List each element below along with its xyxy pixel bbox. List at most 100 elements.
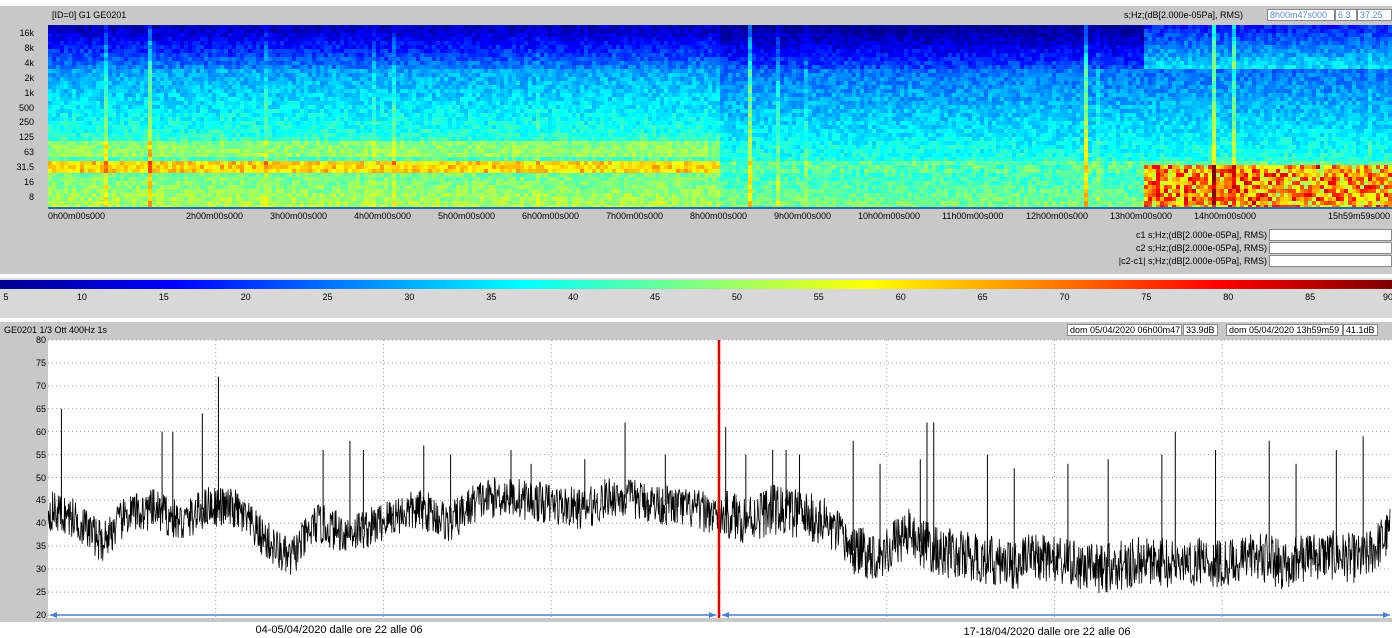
spectrogram-cell (432, 53, 436, 57)
spectrogram-cell (196, 109, 200, 113)
spectrogram-cell (436, 137, 440, 141)
spectrogram-cell (296, 93, 300, 97)
spectrogram-cell (464, 109, 468, 113)
spectrogram-cell (456, 137, 460, 141)
spectrogram-cell (424, 33, 428, 37)
spectrogram-cell (184, 109, 188, 113)
spectrogram-cell (228, 33, 232, 37)
spectrogram-cell (244, 125, 248, 129)
spectrogram-cell (420, 89, 424, 93)
cursor-value2-box[interactable]: 37.25 (1357, 9, 1392, 21)
spectrogram-cell (392, 129, 396, 133)
spectrogram-cell (60, 137, 64, 141)
spectrogram-cell (160, 41, 164, 45)
spectrogram-cell (428, 121, 432, 125)
spectrogram-cell (384, 141, 388, 145)
spectrogram-cell (348, 153, 352, 157)
spectrogram-cell (256, 105, 260, 109)
spectrogram-cell (476, 165, 480, 169)
spectrogram-cell (120, 125, 124, 129)
spectrogram-cell (352, 105, 356, 109)
spectrogram-cell (244, 105, 248, 109)
spectrogram-cell (448, 81, 452, 85)
spectrogram-cell (372, 93, 376, 97)
spectrogram-cell (336, 189, 340, 193)
spectrogram-cell (324, 25, 328, 29)
spectrogram-cell (284, 81, 288, 85)
spectrogram-cell (248, 101, 252, 105)
spectrogram-cell (228, 201, 232, 205)
spectrogram-cell (296, 49, 300, 53)
spectrogram-plot[interactable] (48, 25, 1392, 209)
spectrogram-cell (328, 189, 332, 193)
spectrogram-cell (100, 69, 104, 73)
spectrogram-cell (236, 57, 240, 61)
spectrogram-cell (152, 153, 156, 157)
spectrogram-cell (424, 101, 428, 105)
spectrogram-cell (300, 73, 304, 77)
spectrogram-cell (208, 141, 212, 145)
spectrogram-cell (108, 105, 112, 109)
spectrogram-cell (212, 117, 216, 121)
spectrogram-cell (280, 113, 284, 117)
spectrogram-cell (176, 149, 180, 153)
spectrogram-cell (380, 97, 384, 101)
spectrogram-cell (232, 89, 236, 93)
spectrogram-cell (296, 37, 300, 41)
cursor-value1-box[interactable]: 6.3 (1335, 9, 1357, 21)
spectrogram-cell (432, 89, 436, 93)
spectrogram-cell (232, 53, 236, 57)
spectrogram-cell (108, 185, 112, 189)
spectrogram-cell (92, 173, 96, 177)
spectrogram-cell (264, 89, 268, 93)
spectrogram-cell (456, 33, 460, 37)
spectrogram-cell (400, 181, 404, 185)
spectrogram-cell (456, 53, 460, 57)
spectrogram-cell (388, 81, 392, 85)
spectrogram-cell (292, 37, 296, 41)
spectrogram-cell (236, 201, 240, 205)
spectrogram-cell (308, 69, 312, 73)
spectrogram-cell (348, 65, 352, 69)
spectrogram-cell (344, 57, 348, 61)
spectrogram-cell (64, 97, 68, 101)
spectrogram-cell (108, 65, 112, 69)
spectrogram-cell (64, 25, 68, 29)
spectrogram-cell (376, 29, 380, 33)
spectrogram-cell (288, 89, 292, 93)
cursor-time-box[interactable]: 8h00m47s000 (1267, 9, 1335, 21)
spectrogram-cell (376, 77, 380, 81)
spectrogram-cell (176, 77, 180, 81)
spectrogram-cell (100, 177, 104, 181)
spectrogram-cell (248, 53, 252, 57)
spectrogram-cell (164, 49, 168, 53)
spectrogram-cell (216, 33, 220, 37)
spectrogram-cell (72, 53, 76, 57)
spectrogram-cell (224, 121, 228, 125)
spectrogram-cell (392, 89, 396, 93)
spectrogram-cell (84, 37, 88, 41)
spectrogram-cell (452, 177, 456, 181)
spectrogram-cell (404, 97, 408, 101)
spectrogram-cell (208, 157, 212, 161)
spectrogram-cell (408, 61, 412, 65)
spectrogram-cell (300, 25, 304, 29)
spectrogram-cell (404, 189, 408, 193)
spectrogram-cell (292, 49, 296, 53)
spectrogram-cell (460, 173, 464, 177)
spectrogram-cell (420, 157, 424, 161)
spectrogram-cell (428, 129, 432, 133)
spectrogram-cell (164, 173, 168, 177)
spectrogram-cell (408, 97, 412, 101)
spectrogram-cell (412, 149, 416, 153)
spectrogram-cell (60, 177, 64, 181)
spectrogram-cell (268, 65, 272, 69)
spectrogram-cell (448, 41, 452, 45)
spectrogram-cell (240, 185, 244, 189)
spectrogram-cell (304, 177, 308, 181)
spectrogram-cell (120, 189, 124, 193)
spectrogram-cell (400, 153, 404, 157)
spectrogram-cell (100, 97, 104, 101)
spectrogram-cell (164, 45, 168, 49)
spectrogram-cell (80, 41, 84, 45)
